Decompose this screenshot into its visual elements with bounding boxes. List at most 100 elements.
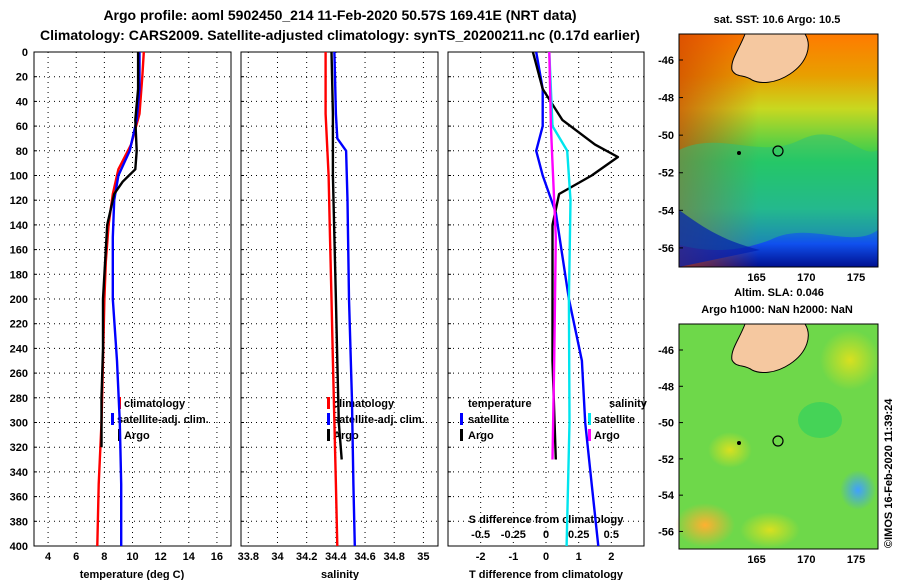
- map-y-tick-label: -48: [658, 93, 674, 105]
- x-tick-label: 6: [73, 551, 79, 563]
- x-tick-label: 14: [183, 551, 196, 563]
- depth-tick-label: 280: [10, 393, 28, 405]
- s-diff-tick-label: -0.5: [471, 529, 490, 541]
- map-x-tick-label: 165: [747, 272, 765, 284]
- x-tick-label: 4: [45, 551, 52, 563]
- s-difference-axis-label: S difference from climatology: [469, 514, 625, 526]
- temperature-plot-frame: [33, 51, 232, 547]
- argo-float-marker: [772, 435, 784, 447]
- difference-chart: -2 -1 0 1 2 -0.5 -0.25 0 0.25 0.5: [448, 51, 644, 563]
- sst-map-axes: 165 170 175 -46 -48 -50 -52 -54 -56: [658, 55, 865, 284]
- legend-swatch-satellite: [111, 413, 114, 425]
- legend-swatch-climatology: [327, 397, 330, 409]
- x-tick-label: 34.4: [325, 551, 347, 563]
- s-diff-tick-label: 0.25: [568, 529, 589, 541]
- legend-label-t-argo: Argo: [468, 430, 494, 442]
- depth-tick-label: 220: [10, 319, 28, 331]
- land-south-island: [731, 323, 809, 373]
- sst-map-title: sat. SST: 10.6 Argo: 10.5: [714, 14, 841, 26]
- depth-tick-label: 180: [10, 269, 28, 281]
- x-tick-label: 34: [271, 551, 284, 563]
- map-y-tick-label: -52: [658, 454, 674, 466]
- plot-lines: 4 6 8 10 12 14 16 33.8 34 34.2 34.4 34.6 34.8 35 -2 -1 0…: [34, 51, 644, 563]
- legend-label-climatology: climatology: [124, 398, 186, 410]
- x-tick-label: 0: [543, 551, 549, 563]
- map-y-tick-label: -46: [658, 55, 674, 67]
- x-tick-label: -1: [508, 551, 518, 563]
- x-tick-label: 12: [155, 551, 167, 563]
- map-x-tick-label: 175: [847, 554, 865, 566]
- series-line-satellite-adj-clim-: [111, 52, 141, 546]
- series-line-climatology: [324, 52, 339, 547]
- x-tick-label: 10: [126, 551, 138, 563]
- sst-map-frame: [678, 33, 879, 268]
- map-y-tick-label: -56: [658, 526, 674, 538]
- temperature-panel: [33, 51, 232, 547]
- sla-high-south: [740, 512, 800, 548]
- sla-high-west: [708, 432, 752, 468]
- depth-tick-label: 240: [10, 343, 28, 355]
- legend-label-s-satellite: satellite: [594, 414, 635, 426]
- depth-tick-label: 300: [10, 418, 28, 430]
- difference-axis-label: T difference from climatology: [469, 569, 624, 580]
- difference-panel: [447, 51, 645, 547]
- s-diff-tick-label: 0: [543, 529, 549, 541]
- series-line-satellite-adj-clim-: [333, 51, 356, 547]
- legend-label-argo: Argo: [124, 430, 150, 442]
- series-line-argo: [100, 52, 140, 448]
- map-y-tick-label: -50: [658, 130, 674, 142]
- sla-high-southwest: [675, 503, 735, 547]
- series-line-argo: [330, 51, 343, 460]
- series-line-t-argo: [531, 51, 620, 460]
- x-tick-label: 1: [576, 551, 582, 563]
- depth-tick-label: 100: [10, 171, 28, 183]
- imos-watermark: ©IMOS 16-Feb-2020 11:39:24: [883, 398, 895, 548]
- sst-front: [679, 134, 878, 250]
- legend-label-satellite: satellite-adj. clim.: [333, 414, 425, 426]
- map-y-tick-label: -54: [658, 205, 675, 217]
- legend-swatch-s-satellite: [588, 413, 591, 425]
- sst-cold-water: [679, 210, 760, 267]
- sla-map-frame: [678, 323, 879, 550]
- temperature-axis-label: temperature (deg C): [80, 569, 185, 580]
- sla-high-northeast: [820, 330, 880, 390]
- difference-plot-frame: [447, 51, 645, 547]
- legend-title-salinity: salinity: [609, 398, 648, 410]
- depth-tick-label: 160: [10, 245, 28, 257]
- sla-map: [675, 323, 880, 550]
- x-tick-label: -2: [476, 551, 486, 563]
- legend-label-satellite: satellite-adj. clim.: [117, 414, 209, 426]
- sla-map-subtitle: Argo h1000: NaN h2000: NaN: [701, 304, 853, 316]
- s-diff-tick-label: 0.5: [604, 529, 619, 541]
- map-y-tick-label: -54: [658, 490, 675, 502]
- map-x-tick-label: 170: [797, 554, 815, 566]
- argo-float-marker: [772, 145, 784, 157]
- depth-tick-label: 60: [16, 121, 28, 133]
- salinity-axis-label: salinity: [321, 569, 360, 580]
- map-x-tick-label: 175: [847, 272, 865, 284]
- x-tick-label: 34.2: [296, 551, 317, 563]
- legend-title-temperature: temperature: [468, 398, 532, 410]
- depth-tick-label: 200: [10, 294, 28, 306]
- sla-low-east: [840, 470, 876, 510]
- legend-label-t-satellite: satellite: [468, 414, 509, 426]
- depth-tick-label: 80: [16, 146, 28, 158]
- depth-tick-label: 320: [10, 442, 28, 454]
- legend-swatch-s-argo: [588, 429, 591, 441]
- x-tick-label: 2: [608, 551, 614, 563]
- x-tick-label: 16: [211, 551, 223, 563]
- series-line-s-argo: [548, 51, 557, 460]
- map-x-tick-label: 170: [797, 272, 815, 284]
- depth-tick-label: 340: [10, 467, 28, 479]
- legend-swatch-argo: [327, 429, 330, 441]
- map-y-tick-label: -52: [658, 168, 674, 180]
- land-south-island: [731, 33, 809, 83]
- depth-tick-label: 40: [16, 96, 28, 108]
- difference-legend: temperature salinity satellite Argo sate…: [460, 398, 648, 526]
- series-line-s-satellite: [548, 51, 572, 547]
- depth-tick-label: 360: [10, 492, 28, 504]
- island-marker: [737, 151, 741, 155]
- s-diff-tick-label: -0.25: [501, 529, 526, 541]
- map-y-tick-label: -50: [658, 418, 674, 430]
- map-x-tick-label: 165: [747, 554, 765, 566]
